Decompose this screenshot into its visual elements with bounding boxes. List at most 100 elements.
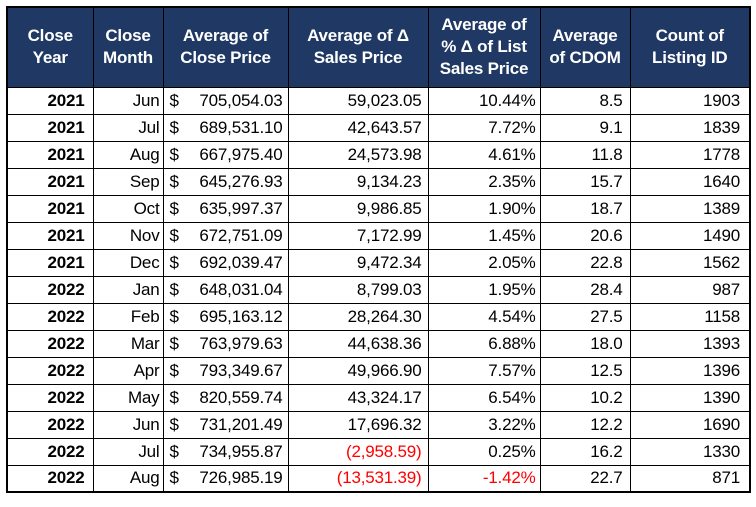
cell-close-year[interactable]: 2022	[6, 302, 94, 331]
cell-avg-delta-sales-price[interactable]: 44,638.36	[287, 329, 429, 358]
cell-close-year[interactable]: 2022	[6, 356, 94, 385]
cell-avg-pct-delta[interactable]: -1.42%	[427, 464, 541, 493]
cell-count-listing-id[interactable]: 1390	[629, 383, 751, 412]
cell-count-listing-id[interactable]: 1389	[629, 194, 751, 223]
cell-avg-delta-sales-price[interactable]: 9,472.34	[287, 248, 429, 277]
cell-close-year[interactable]: 2021	[6, 140, 94, 169]
cell-count-listing-id[interactable]: 1396	[629, 356, 751, 385]
cell-close-month[interactable]: Aug	[92, 140, 164, 169]
column-header-avg-delta-sales-price[interactable]: Average of Δ Sales Price	[287, 6, 429, 88]
cell-close-month[interactable]: Jul	[92, 113, 164, 142]
cell-avg-delta-sales-price[interactable]: 28,264.30	[287, 302, 429, 331]
cell-close-month[interactable]: Aug	[92, 464, 164, 493]
cell-avg-close-price[interactable]: $ 648,031.04	[162, 275, 289, 304]
cell-avg-cdom[interactable]: 28.4	[539, 275, 631, 304]
cell-avg-cdom[interactable]: 18.0	[539, 329, 631, 358]
cell-count-listing-id[interactable]: 1562	[629, 248, 751, 277]
cell-avg-pct-delta[interactable]: 2.35%	[427, 167, 541, 196]
cell-avg-delta-sales-price[interactable]: 43,324.17	[287, 383, 429, 412]
cell-avg-close-price[interactable]: $ 672,751.09	[162, 221, 289, 250]
cell-avg-close-price[interactable]: $ 731,201.49	[162, 410, 289, 439]
cell-avg-close-price[interactable]: $ 667,975.40	[162, 140, 289, 169]
cell-avg-cdom[interactable]: 18.7	[539, 194, 631, 223]
cell-avg-pct-delta[interactable]: 10.44%	[427, 86, 541, 115]
cell-close-month[interactable]: May	[92, 383, 164, 412]
cell-close-year[interactable]: 2022	[6, 383, 94, 412]
cell-close-year[interactable]: 2022	[6, 464, 94, 493]
cell-avg-delta-sales-price[interactable]: 59,023.05	[287, 86, 429, 115]
cell-close-month[interactable]: Oct	[92, 194, 164, 223]
cell-avg-delta-sales-price[interactable]: 24,573.98	[287, 140, 429, 169]
cell-count-listing-id[interactable]: 1158	[629, 302, 751, 331]
cell-close-year[interactable]: 2021	[6, 113, 94, 142]
cell-close-year[interactable]: 2022	[6, 329, 94, 358]
cell-avg-pct-delta[interactable]: 1.45%	[427, 221, 541, 250]
cell-avg-pct-delta[interactable]: 6.88%	[427, 329, 541, 358]
cell-avg-delta-sales-price[interactable]: 8,799.03	[287, 275, 429, 304]
cell-close-year[interactable]: 2022	[6, 410, 94, 439]
cell-count-listing-id[interactable]: 1490	[629, 221, 751, 250]
cell-avg-close-price[interactable]: $ 734,955.87	[162, 437, 289, 466]
cell-avg-cdom[interactable]: 22.7	[539, 464, 631, 493]
cell-close-year[interactable]: 2021	[6, 194, 94, 223]
cell-avg-close-price[interactable]: $ 635,997.37	[162, 194, 289, 223]
cell-avg-close-price[interactable]: $ 695,163.12	[162, 302, 289, 331]
cell-avg-pct-delta[interactable]: 7.57%	[427, 356, 541, 385]
cell-close-year[interactable]: 2021	[6, 248, 94, 277]
cell-close-year[interactable]: 2022	[6, 275, 94, 304]
cell-avg-close-price[interactable]: $ 763,979.63	[162, 329, 289, 358]
cell-avg-close-price[interactable]: $ 692,039.47	[162, 248, 289, 277]
cell-avg-delta-sales-price[interactable]: 9,134.23	[287, 167, 429, 196]
cell-avg-pct-delta[interactable]: 1.95%	[427, 275, 541, 304]
cell-avg-close-price[interactable]: $ 793,349.67	[162, 356, 289, 385]
cell-avg-delta-sales-price[interactable]: 42,643.57	[287, 113, 429, 142]
cell-avg-cdom[interactable]: 16.2	[539, 437, 631, 466]
cell-avg-pct-delta[interactable]: 0.25%	[427, 437, 541, 466]
cell-avg-cdom[interactable]: 11.8	[539, 140, 631, 169]
cell-avg-delta-sales-price[interactable]: 49,966.90	[287, 356, 429, 385]
cell-count-listing-id[interactable]: 1393	[629, 329, 751, 358]
cell-close-month[interactable]: Dec	[92, 248, 164, 277]
column-header-avg-close-price[interactable]: Average of Close Price	[162, 6, 289, 88]
cell-count-listing-id[interactable]: 1903	[629, 86, 751, 115]
cell-avg-delta-sales-price[interactable]: (13,531.39)	[287, 464, 429, 493]
cell-count-listing-id[interactable]: 987	[629, 275, 751, 304]
cell-avg-close-price[interactable]: $ 689,531.10	[162, 113, 289, 142]
cell-close-month[interactable]: Sep	[92, 167, 164, 196]
cell-close-month[interactable]: Jun	[92, 86, 164, 115]
cell-count-listing-id[interactable]: 871	[629, 464, 751, 493]
column-header-avg-pct-delta-list-sales-price[interactable]: Average of % Δ of List Sales Price	[427, 6, 541, 88]
cell-avg-delta-sales-price[interactable]: 9,986.85	[287, 194, 429, 223]
cell-avg-pct-delta[interactable]: 6.54%	[427, 383, 541, 412]
cell-avg-close-price[interactable]: $ 705,054.03	[162, 86, 289, 115]
cell-avg-cdom[interactable]: 12.5	[539, 356, 631, 385]
cell-avg-close-price[interactable]: $ 726,985.19	[162, 464, 289, 493]
cell-close-month[interactable]: Jul	[92, 437, 164, 466]
column-header-close-month[interactable]: Close Month	[92, 6, 164, 88]
cell-avg-close-price[interactable]: $ 645,276.93	[162, 167, 289, 196]
cell-count-listing-id[interactable]: 1839	[629, 113, 751, 142]
cell-avg-cdom[interactable]: 12.2	[539, 410, 631, 439]
cell-count-listing-id[interactable]: 1330	[629, 437, 751, 466]
cell-avg-delta-sales-price[interactable]: 7,172.99	[287, 221, 429, 250]
cell-count-listing-id[interactable]: 1640	[629, 167, 751, 196]
cell-avg-cdom[interactable]: 22.8	[539, 248, 631, 277]
cell-close-month[interactable]: Mar	[92, 329, 164, 358]
cell-close-month[interactable]: Feb	[92, 302, 164, 331]
cell-close-year[interactable]: 2021	[6, 167, 94, 196]
column-header-close-year[interactable]: Close Year	[6, 6, 94, 88]
cell-avg-pct-delta[interactable]: 3.22%	[427, 410, 541, 439]
cell-close-month[interactable]: Jan	[92, 275, 164, 304]
column-header-avg-cdom[interactable]: Average of CDOM	[539, 6, 631, 88]
cell-close-year[interactable]: 2022	[6, 437, 94, 466]
cell-avg-pct-delta[interactable]: 4.61%	[427, 140, 541, 169]
cell-close-month[interactable]: Apr	[92, 356, 164, 385]
column-header-count-listing-id[interactable]: Count of Listing ID	[629, 6, 751, 88]
cell-avg-pct-delta[interactable]: 7.72%	[427, 113, 541, 142]
cell-avg-cdom[interactable]: 9.1	[539, 113, 631, 142]
cell-avg-cdom[interactable]: 15.7	[539, 167, 631, 196]
cell-close-month[interactable]: Jun	[92, 410, 164, 439]
cell-avg-close-price[interactable]: $ 820,559.74	[162, 383, 289, 412]
cell-avg-cdom[interactable]: 10.2	[539, 383, 631, 412]
cell-avg-pct-delta[interactable]: 4.54%	[427, 302, 541, 331]
